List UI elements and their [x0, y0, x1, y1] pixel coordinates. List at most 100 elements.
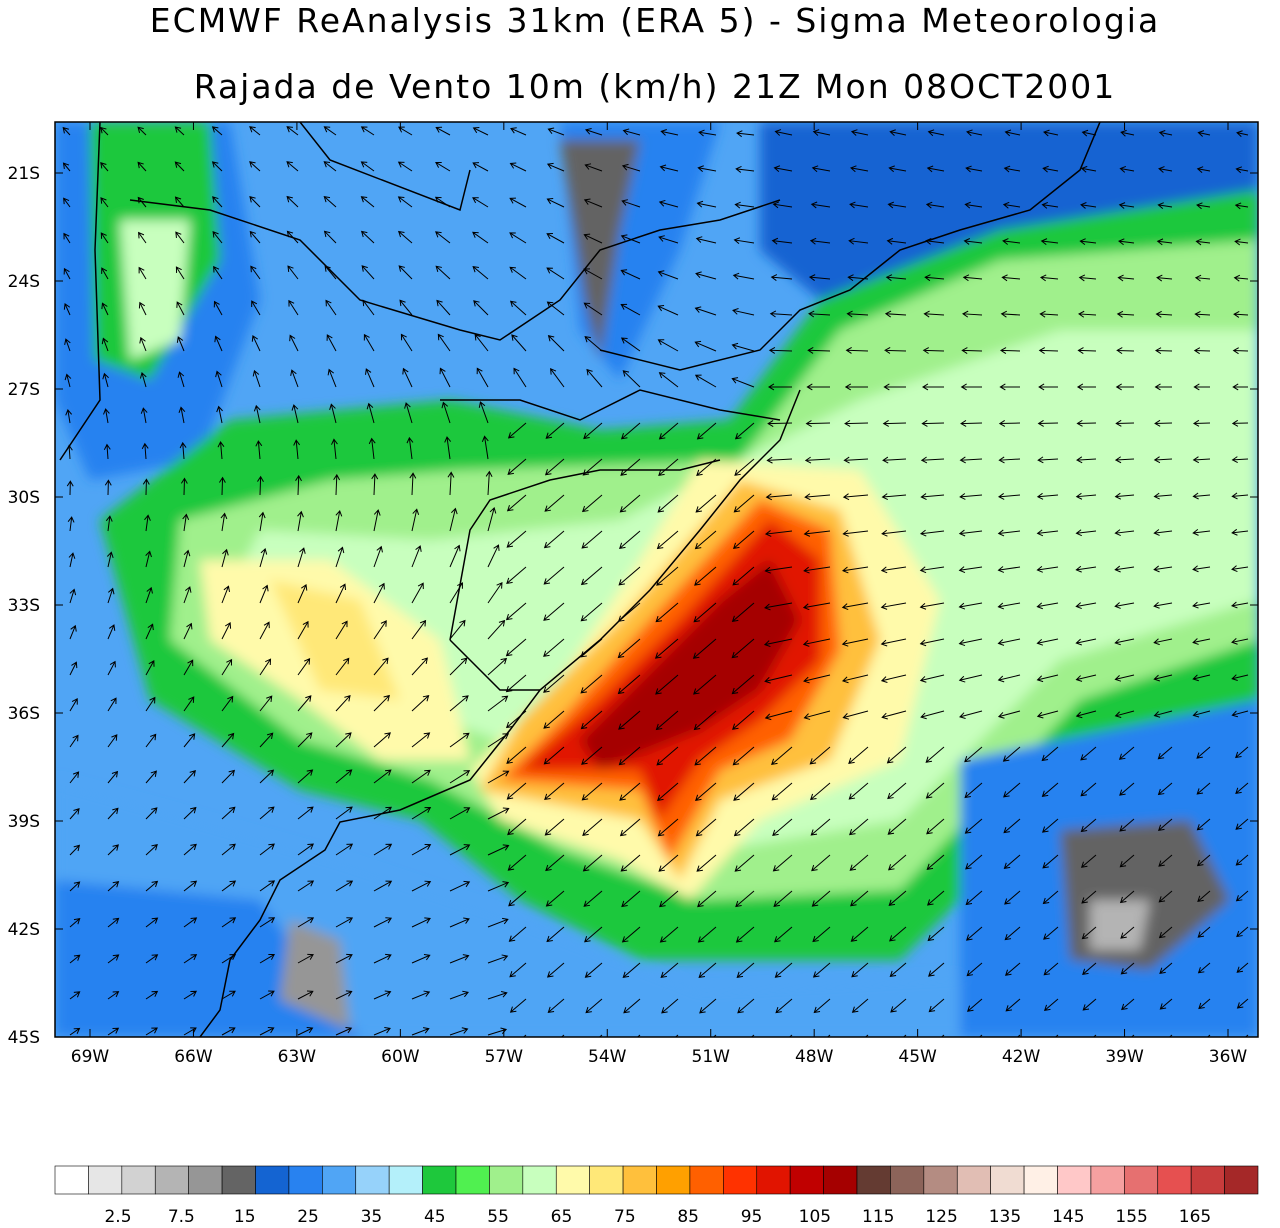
wind-arrow	[733, 818, 755, 837]
wind-arrow	[922, 347, 945, 354]
colorbar-box	[990, 1165, 1025, 1195]
wind-arrow	[487, 581, 503, 604]
wind-arrow	[659, 164, 679, 172]
wind-arrow	[999, 383, 1021, 391]
wind-arrow	[1153, 674, 1173, 682]
wind-arrow	[259, 658, 272, 676]
wind-arrow	[400, 333, 413, 352]
wind-arrow	[63, 197, 71, 208]
wind-arrow	[1120, 962, 1135, 975]
wind-arrow	[850, 129, 869, 136]
wind-arrow	[402, 367, 413, 388]
wind-arrow	[183, 954, 198, 964]
wind-arrow	[508, 926, 527, 942]
wind-arrow	[221, 695, 234, 712]
wind-arrow	[259, 917, 276, 928]
wind-arrow	[617, 638, 641, 659]
wind-arrow	[335, 657, 350, 676]
wind-arrow	[449, 844, 471, 856]
wind-arrow	[323, 161, 337, 172]
wind-arrow	[472, 231, 489, 244]
wind-arrow	[137, 161, 147, 172]
wind-arrow	[583, 302, 603, 316]
lat-label: 39S	[8, 812, 40, 832]
wind-arrow	[297, 953, 314, 964]
wind-arrow	[804, 456, 831, 464]
wind-arrow	[765, 493, 793, 501]
colorbar-box	[322, 1165, 357, 1195]
wind-arrow	[506, 494, 527, 512]
wind-arrow	[183, 659, 194, 676]
colorbar-box	[121, 1165, 156, 1195]
wind-arrow	[1043, 926, 1059, 940]
wind-arrow	[145, 1027, 158, 1036]
wind-arrow	[259, 621, 270, 640]
wind-arrow	[736, 962, 755, 978]
wind-arrow	[1036, 565, 1059, 573]
wind-arrow	[812, 926, 831, 943]
wind-arrow	[1114, 529, 1135, 537]
wind-arrow	[585, 127, 603, 136]
wind-arrow	[767, 420, 793, 427]
wind-arrow	[1036, 602, 1059, 610]
wind-arrow	[547, 334, 565, 352]
wind-arrow	[965, 165, 983, 173]
wind-arrow	[107, 697, 117, 712]
wind-arrow	[847, 274, 869, 282]
wind-arrow	[329, 403, 337, 424]
wind-arrow	[1236, 926, 1249, 938]
wind-arrow	[841, 674, 869, 684]
wind-arrow	[373, 620, 387, 640]
wind-arrow	[145, 550, 152, 568]
wind-arrow	[654, 638, 679, 659]
wind-arrow	[805, 420, 831, 427]
wind-arrow	[803, 710, 831, 720]
wind-arrow	[1004, 129, 1021, 137]
lon-label: 39W	[1105, 1047, 1144, 1067]
wind-arrow	[1042, 854, 1059, 869]
wind-arrow	[371, 473, 379, 496]
wind-arrow	[511, 334, 527, 352]
wind-arrow	[580, 566, 603, 586]
wind-arrow	[397, 196, 413, 208]
wind-arrow	[507, 422, 527, 439]
wind-arrow	[1121, 998, 1135, 1011]
wind-arrow	[734, 854, 755, 872]
wind-arrow	[324, 265, 337, 280]
colorbar-box	[956, 1165, 991, 1195]
wind-arrow	[107, 844, 119, 856]
wind-arrow	[297, 695, 312, 712]
wind-arrow	[145, 880, 159, 892]
axes: 21S 24S 27S 30S 33S 36S 39S 42S 45S 69W 66W 63W 60W 5…	[8, 122, 1258, 1067]
wind-arrow	[259, 843, 275, 856]
wind-arrow	[406, 436, 414, 460]
wind-arrow	[373, 917, 393, 928]
wind-arrow	[249, 230, 261, 244]
wind-arrow	[1002, 746, 1021, 762]
wind-arrow	[449, 582, 463, 604]
wind-arrow	[297, 657, 311, 676]
wind-arrow	[176, 301, 185, 316]
wind-arrow	[1155, 310, 1173, 318]
wind-arrow	[1114, 456, 1135, 464]
wind-arrow	[411, 954, 431, 964]
wind-arrow	[487, 990, 508, 1000]
wind-arrow	[175, 266, 185, 280]
wind-arrow	[1003, 854, 1021, 869]
wind-arrow	[137, 196, 147, 208]
wind-arrow	[958, 566, 983, 574]
wind-arrow	[409, 472, 417, 496]
wind-arrow	[1115, 419, 1135, 427]
wind-arrow	[959, 493, 983, 500]
wind-arrow	[546, 198, 565, 208]
wind-arrow	[656, 566, 679, 586]
wind-arrow	[253, 404, 261, 424]
lon-label: 45W	[898, 1047, 937, 1067]
lon-label: 66W	[174, 1047, 213, 1067]
wind-arrow	[698, 962, 717, 979]
wind-arrow	[1236, 998, 1249, 1009]
wind-arrow	[736, 130, 755, 138]
wind-arrow	[259, 769, 275, 784]
wind-arrow	[848, 746, 869, 765]
wind-arrow	[333, 473, 341, 496]
